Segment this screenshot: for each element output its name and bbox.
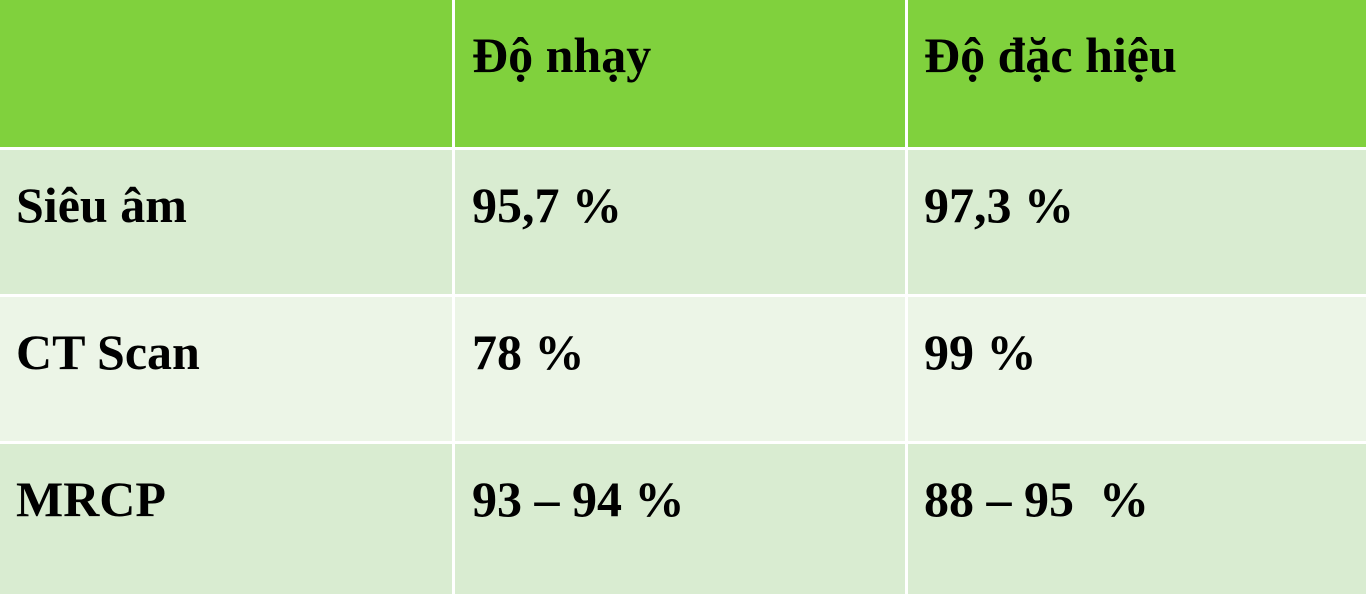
cell-ultrasound-specificity: 97,3 % <box>908 150 1366 297</box>
cell-ultrasound-sensitivity: 95,7 % <box>455 150 908 297</box>
cell-ct-scan-specificity: 99 % <box>908 297 1366 444</box>
row-label-ultrasound: Siêu âm <box>0 150 455 297</box>
cell-mrcp-sensitivity: 93 – 94 % <box>455 444 908 594</box>
header-cell-sensitivity: Độ nhạy <box>455 0 908 150</box>
cell-mrcp-specificity: 88 – 95 % <box>908 444 1366 594</box>
header-cell-empty <box>0 0 455 150</box>
cell-ct-scan-sensitivity: 78 % <box>455 297 908 444</box>
row-label-mrcp: MRCP <box>0 444 455 594</box>
row-label-ct-scan: CT Scan <box>0 297 455 444</box>
header-cell-specificity: Độ đặc hiệu <box>908 0 1366 150</box>
